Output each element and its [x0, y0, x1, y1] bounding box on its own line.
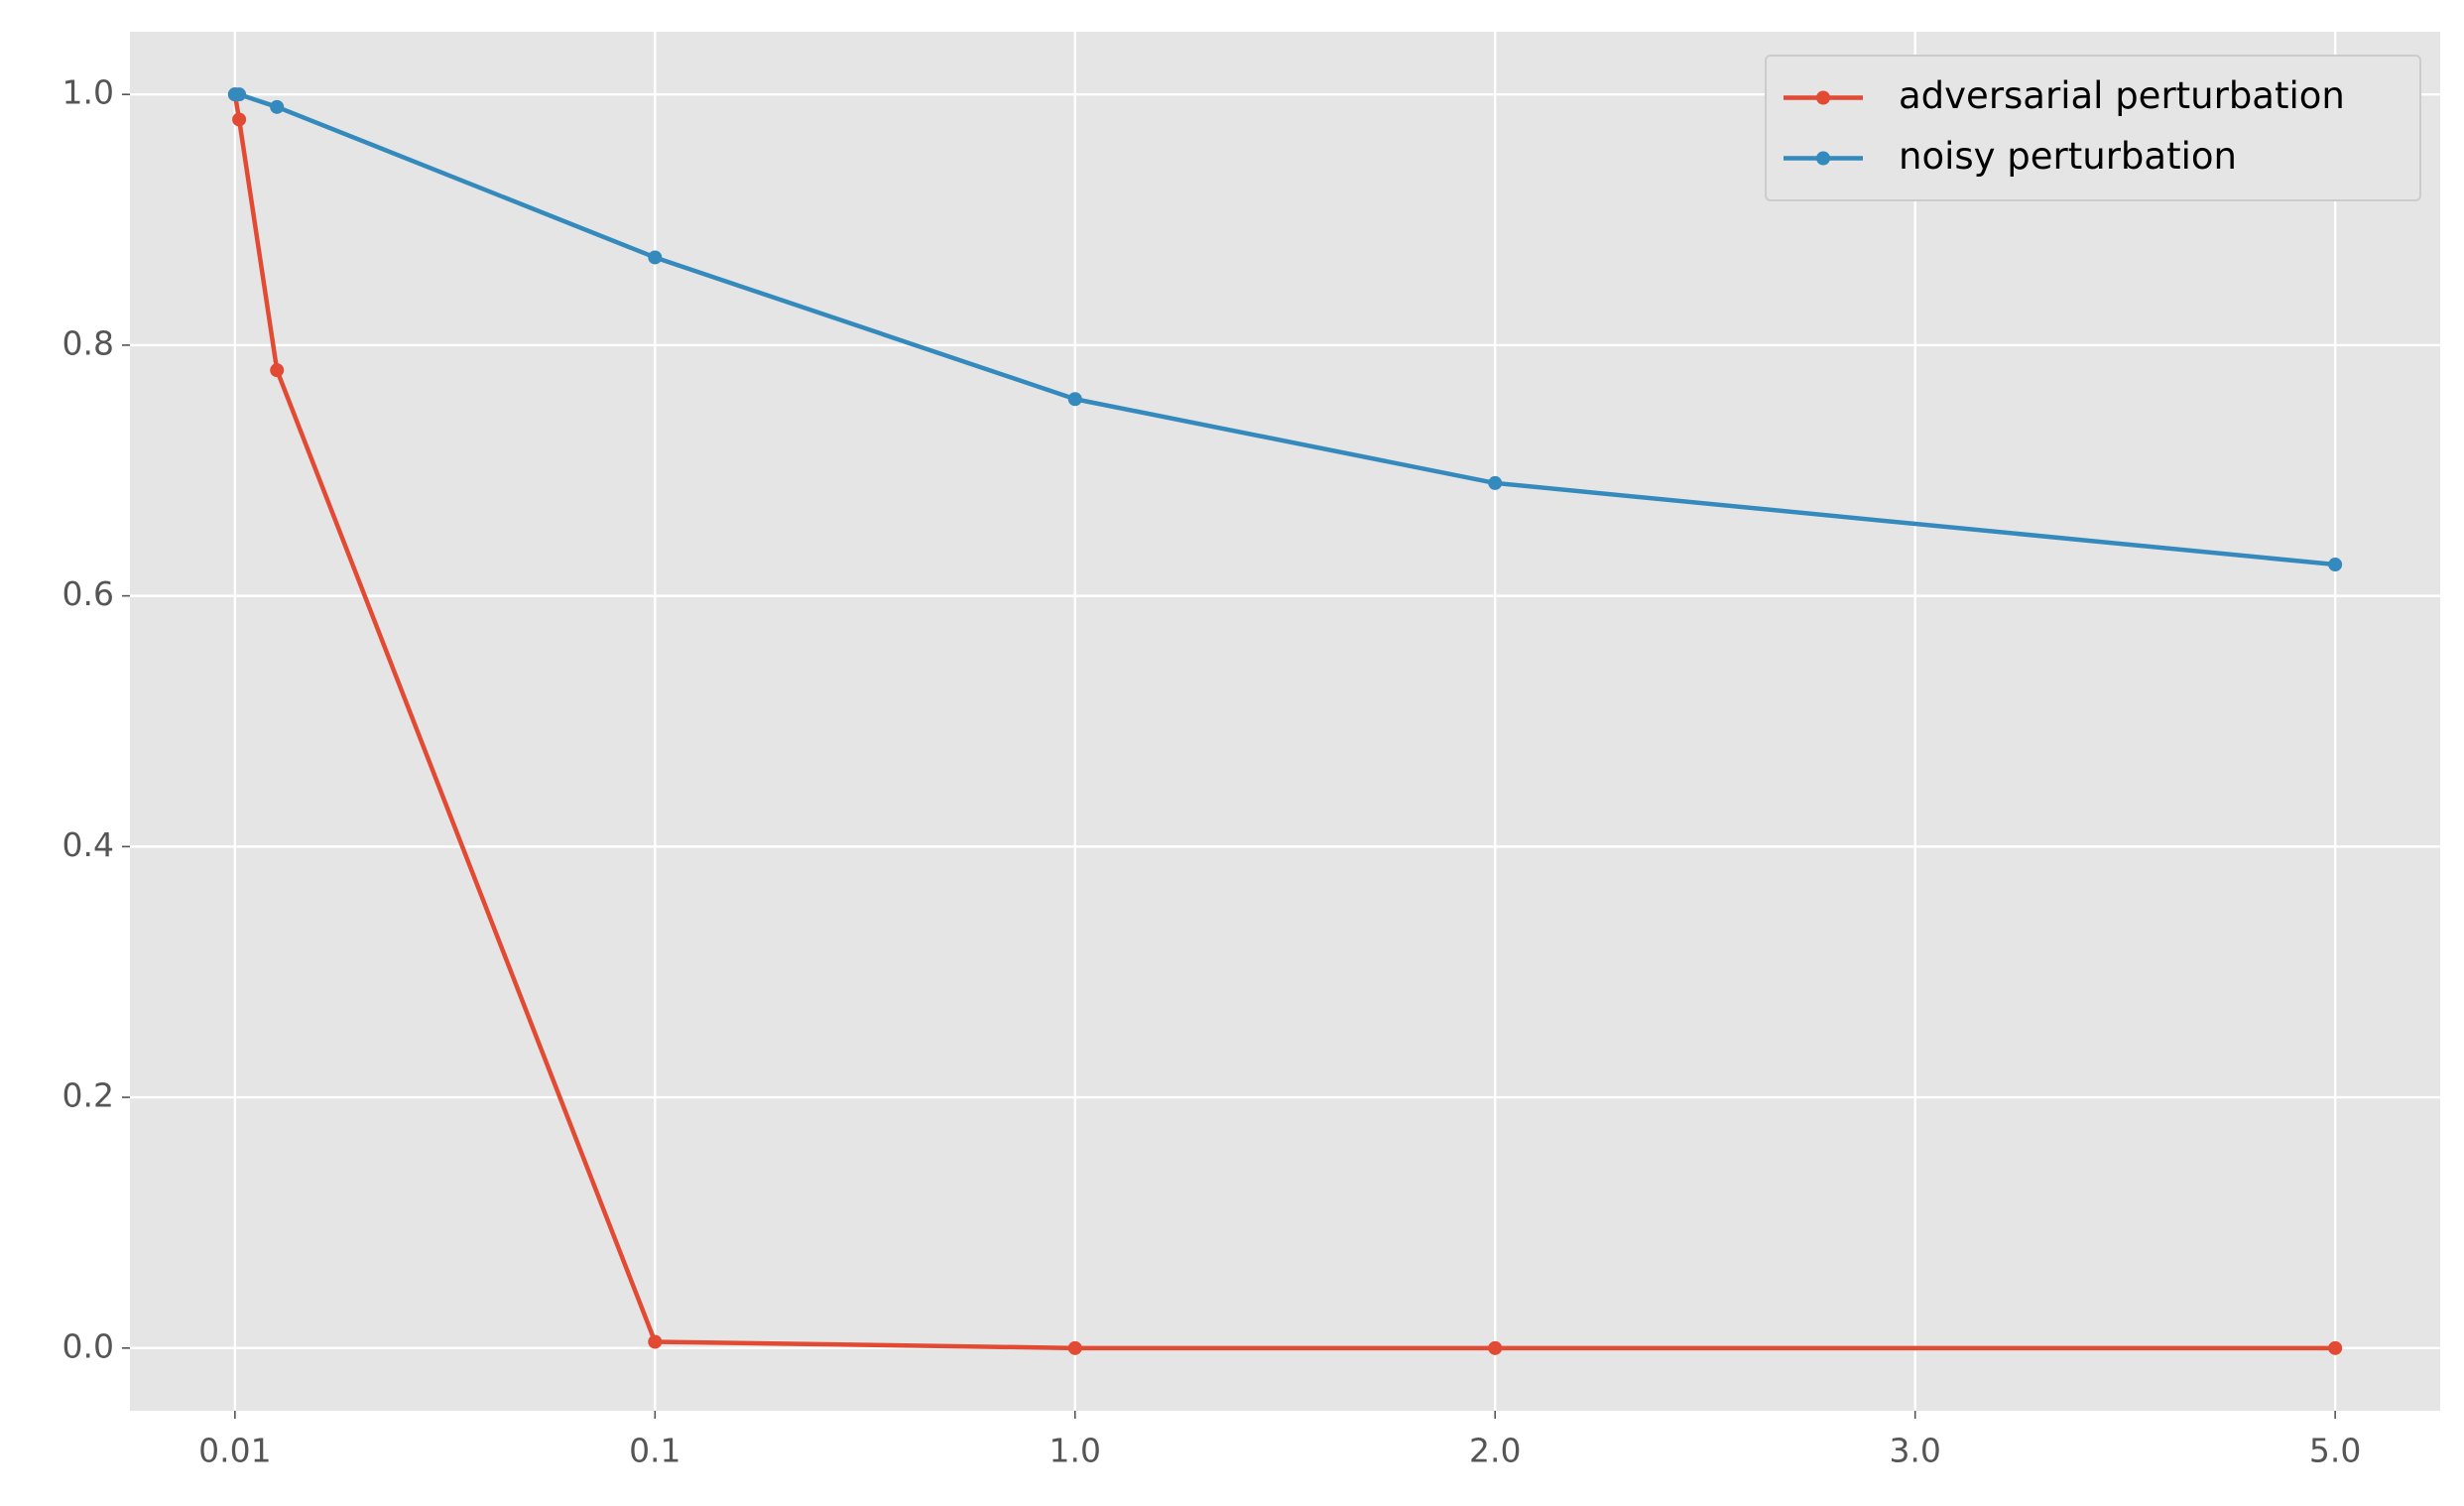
data-point: [1067, 1340, 1082, 1355]
legend-box: [1765, 55, 2421, 201]
data-point: [270, 363, 285, 378]
x-tick-label: 0.1: [629, 1432, 680, 1470]
data-point: [232, 87, 247, 102]
data-point: [1488, 1340, 1503, 1355]
x-tick-label: 1.0: [1049, 1432, 1101, 1470]
x-tick-label: 3.0: [1889, 1432, 1940, 1470]
x-tick-label: 5.0: [2309, 1432, 2361, 1470]
data-point: [1067, 392, 1082, 407]
legend-marker: [1816, 90, 1830, 105]
y-tick-label: 0.6: [62, 574, 114, 613]
y-tick-label: 0.4: [62, 825, 114, 864]
data-point: [2328, 558, 2343, 572]
y-tick-label: 0.2: [62, 1076, 114, 1115]
data-point: [270, 99, 285, 114]
y-tick-label: 1.0: [62, 73, 114, 112]
legend-label: noisy perturbation: [1899, 135, 2237, 178]
data-point: [2328, 1340, 2343, 1355]
legend-marker: [1816, 151, 1830, 166]
y-tick-label: 0.0: [62, 1326, 114, 1365]
x-tick-label: 2.0: [1469, 1432, 1521, 1470]
y-tick-label: 0.8: [62, 323, 114, 362]
data-point: [1488, 475, 1503, 490]
plot-area: [130, 32, 2440, 1411]
x-tick-label: 0.01: [198, 1432, 271, 1470]
data-point: [648, 250, 663, 265]
legend-label: adversarial perturbation: [1899, 74, 2345, 117]
data-point: [232, 112, 247, 127]
legend: adversarial perturbation noisy perturbati…: [1765, 55, 2421, 201]
data-point: [648, 1334, 663, 1349]
